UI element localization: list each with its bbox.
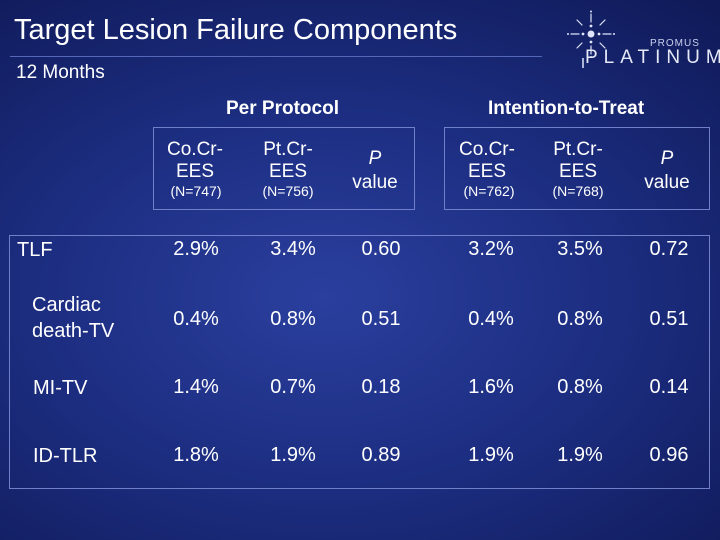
cell-value: 1.9% — [468, 444, 514, 466]
per-protocol-header-box — [153, 127, 415, 210]
cell-value: 1.6% — [468, 376, 514, 398]
col-header-line2: value — [352, 172, 398, 193]
cell-value: 0.51 — [649, 308, 689, 330]
logo-promus-text: PROMUS — [650, 38, 700, 49]
logo-platinum-text: PLATINUM — [585, 47, 720, 68]
cell-value: 0.14 — [649, 376, 689, 398]
per-protocol-header: Per Protocol — [226, 98, 339, 119]
col-header-pp-cocr: Co.Cr- EES — [167, 139, 223, 183]
cell-value: 3.2% — [468, 238, 514, 260]
cell-value: 0.4% — [468, 308, 514, 330]
cell-value: 0.7% — [270, 376, 316, 398]
col-header-line2: EES — [467, 161, 507, 182]
col-header-itt-cocr: Co.Cr- EES — [459, 139, 515, 183]
cell-value: 1.4% — [173, 376, 219, 398]
cell-value: 0.89 — [361, 444, 401, 466]
row-label-line1: Cardiac — [32, 294, 101, 316]
cell-value: 0.51 — [361, 308, 401, 330]
itt-header-box — [444, 127, 710, 210]
table-body-box — [9, 235, 710, 489]
cell-value: 0.96 — [649, 444, 689, 466]
col-n-pp-cocr: (N=747) — [170, 183, 222, 199]
col-header-line2: value — [644, 172, 690, 193]
col-header-pp-pvalue: P value — [352, 147, 397, 195]
slide-title: Target Lesion Failure Components — [14, 14, 458, 46]
col-header-line1: Pt.Cr- — [263, 139, 313, 160]
slide-subtitle: 12 Months — [16, 62, 105, 83]
row-label-id-tlr: ID-TLR — [33, 445, 98, 467]
row-label-cardiac-death: Cardiac death-TV — [32, 292, 114, 344]
row-label-tlf: TLF — [17, 239, 53, 261]
cell-value: 0.18 — [361, 376, 401, 398]
title-rule — [10, 56, 542, 57]
cell-value: 0.72 — [649, 238, 689, 260]
starburst-logo-icon — [567, 10, 615, 68]
cell-value: 1.8% — [173, 444, 219, 466]
col-header-line2: EES — [175, 161, 215, 182]
col-header-line1: Co.Cr- — [459, 139, 515, 160]
col-header-itt-pvalue: P value — [644, 147, 689, 195]
cell-value: 1.9% — [557, 444, 603, 466]
col-header-line1: Co.Cr- — [167, 139, 223, 160]
cell-value: 3.4% — [270, 238, 316, 260]
intention-to-treat-header: Intention-to-Treat — [488, 98, 645, 119]
col-header-line2: EES — [268, 161, 308, 182]
cell-value: 2.9% — [173, 238, 219, 260]
cell-value: 3.5% — [557, 238, 603, 260]
col-header-line1: Pt.Cr- — [553, 139, 603, 160]
col-header-line1: P — [368, 148, 382, 169]
cell-value: 0.4% — [173, 308, 219, 330]
cell-value: 0.8% — [557, 308, 603, 330]
row-label-line2: death-TV — [32, 320, 115, 342]
col-header-pp-ptcr: Pt.Cr- EES — [263, 139, 313, 183]
cell-value: 0.8% — [557, 376, 603, 398]
col-n-itt-ptcr: (N=768) — [552, 183, 604, 199]
cell-value: 0.8% — [270, 308, 316, 330]
col-n-itt-cocr: (N=762) — [463, 183, 515, 199]
cell-value: 1.9% — [270, 444, 316, 466]
cell-value: 0.60 — [361, 238, 401, 260]
col-header-line1: P — [660, 148, 674, 169]
row-label-mi-tv: MI-TV — [33, 377, 88, 399]
col-header-itt-ptcr: Pt.Cr- EES — [553, 139, 603, 183]
col-n-pp-ptcr: (N=756) — [262, 183, 314, 199]
col-header-line2: EES — [558, 161, 598, 182]
